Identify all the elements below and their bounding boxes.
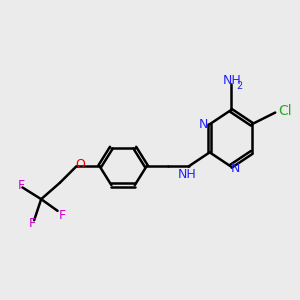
- Text: NH: NH: [223, 74, 241, 88]
- Text: NH: NH: [178, 168, 197, 181]
- Text: Cl: Cl: [279, 104, 292, 118]
- Text: F: F: [18, 178, 25, 192]
- Text: F: F: [28, 217, 35, 230]
- Text: F: F: [59, 209, 66, 222]
- Text: 2: 2: [236, 81, 242, 91]
- Text: N: N: [199, 118, 208, 131]
- Text: O: O: [75, 158, 85, 170]
- Text: N: N: [231, 162, 240, 175]
